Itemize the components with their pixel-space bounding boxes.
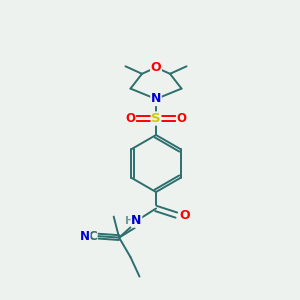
Text: O: O (179, 208, 190, 222)
Text: O: O (125, 112, 136, 125)
Text: O: O (151, 61, 161, 74)
Text: N: N (80, 230, 90, 243)
Text: S: S (151, 112, 161, 125)
Text: O: O (176, 112, 187, 125)
Text: C: C (88, 230, 97, 243)
Text: N: N (131, 214, 142, 227)
Text: H: H (125, 215, 134, 226)
Text: N: N (151, 92, 161, 106)
